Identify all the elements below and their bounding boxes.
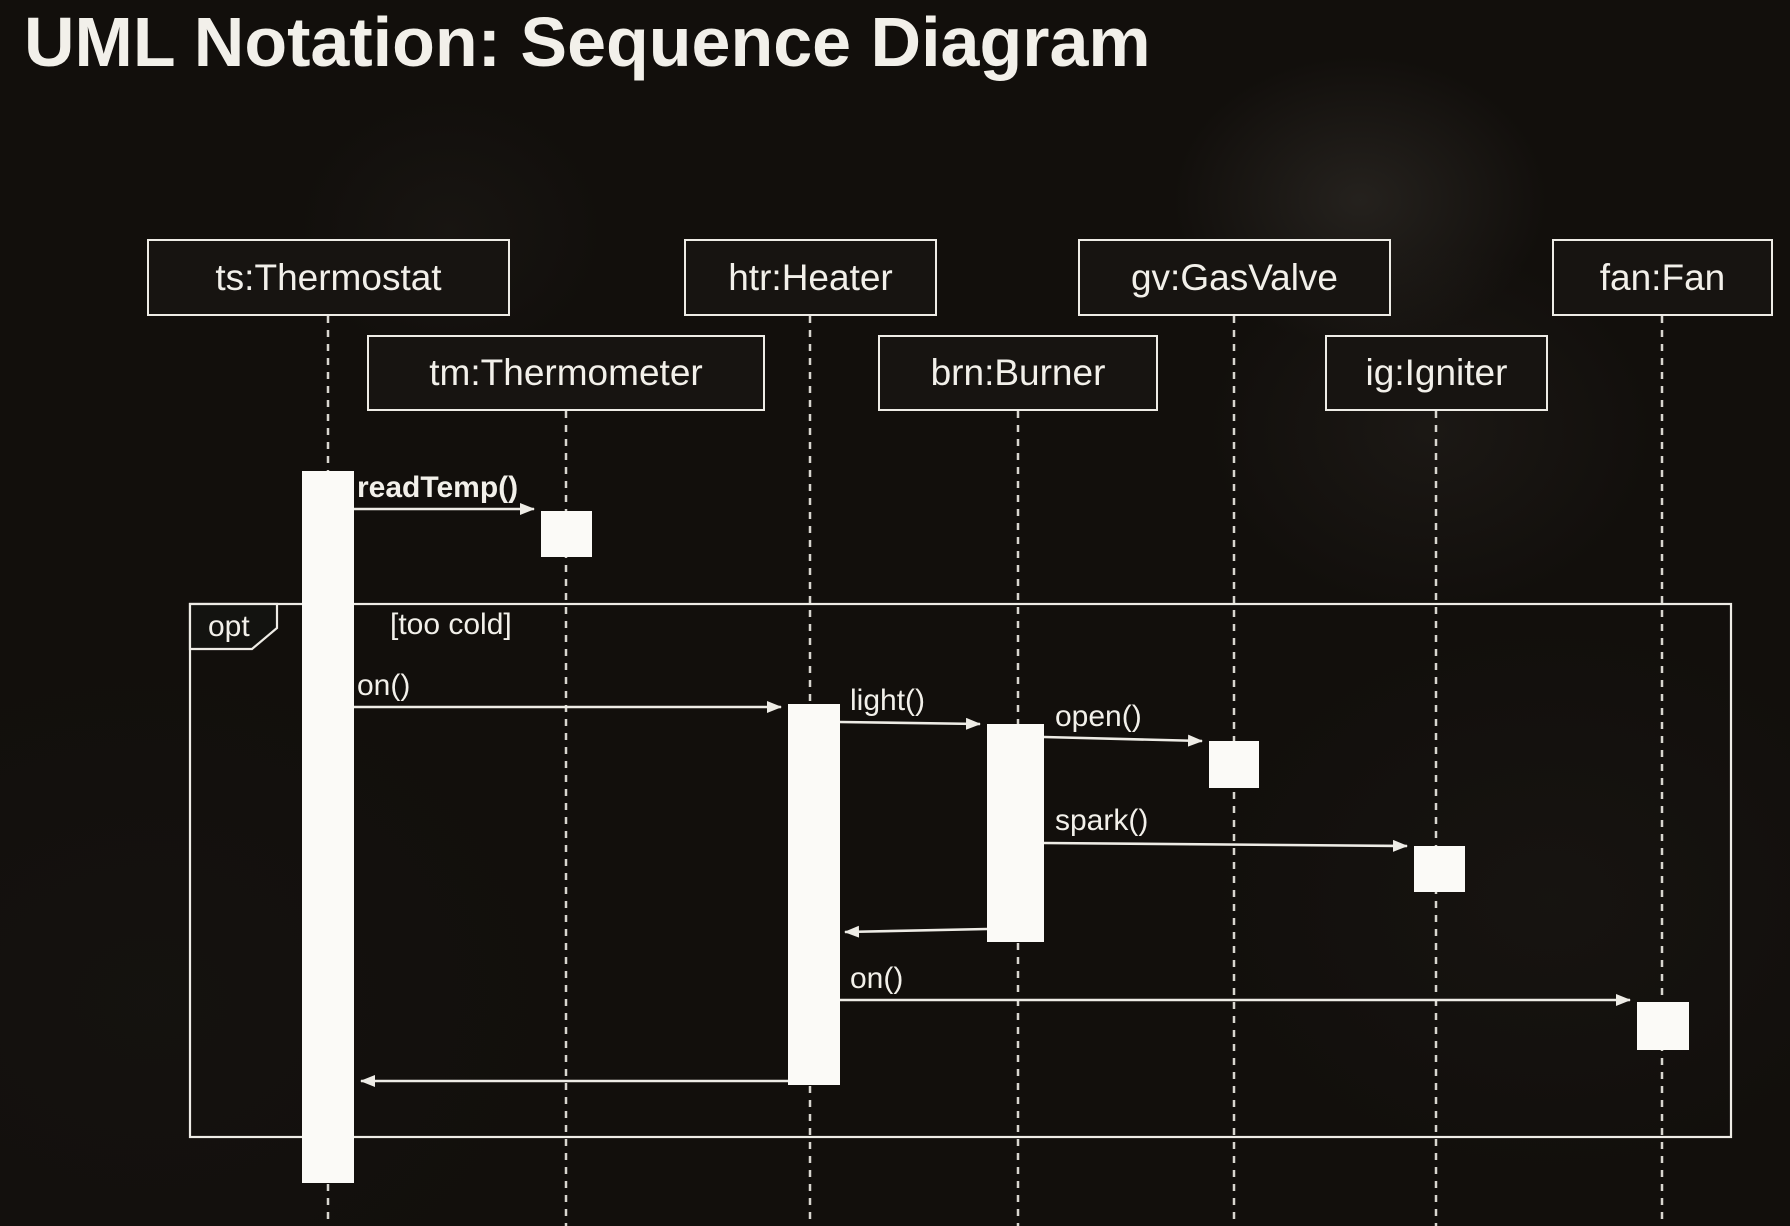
svg-text:light(): light() bbox=[850, 684, 925, 717]
svg-text:readTemp(): readTemp() bbox=[357, 471, 518, 504]
svg-text:opt: opt bbox=[208, 610, 250, 643]
svg-text:open(): open() bbox=[1055, 700, 1142, 733]
svg-text:spark(): spark() bbox=[1055, 804, 1148, 837]
svg-text:on(): on() bbox=[850, 962, 903, 995]
svg-text:[too cold]: [too cold] bbox=[390, 608, 512, 641]
svg-text:on(): on() bbox=[357, 669, 410, 702]
